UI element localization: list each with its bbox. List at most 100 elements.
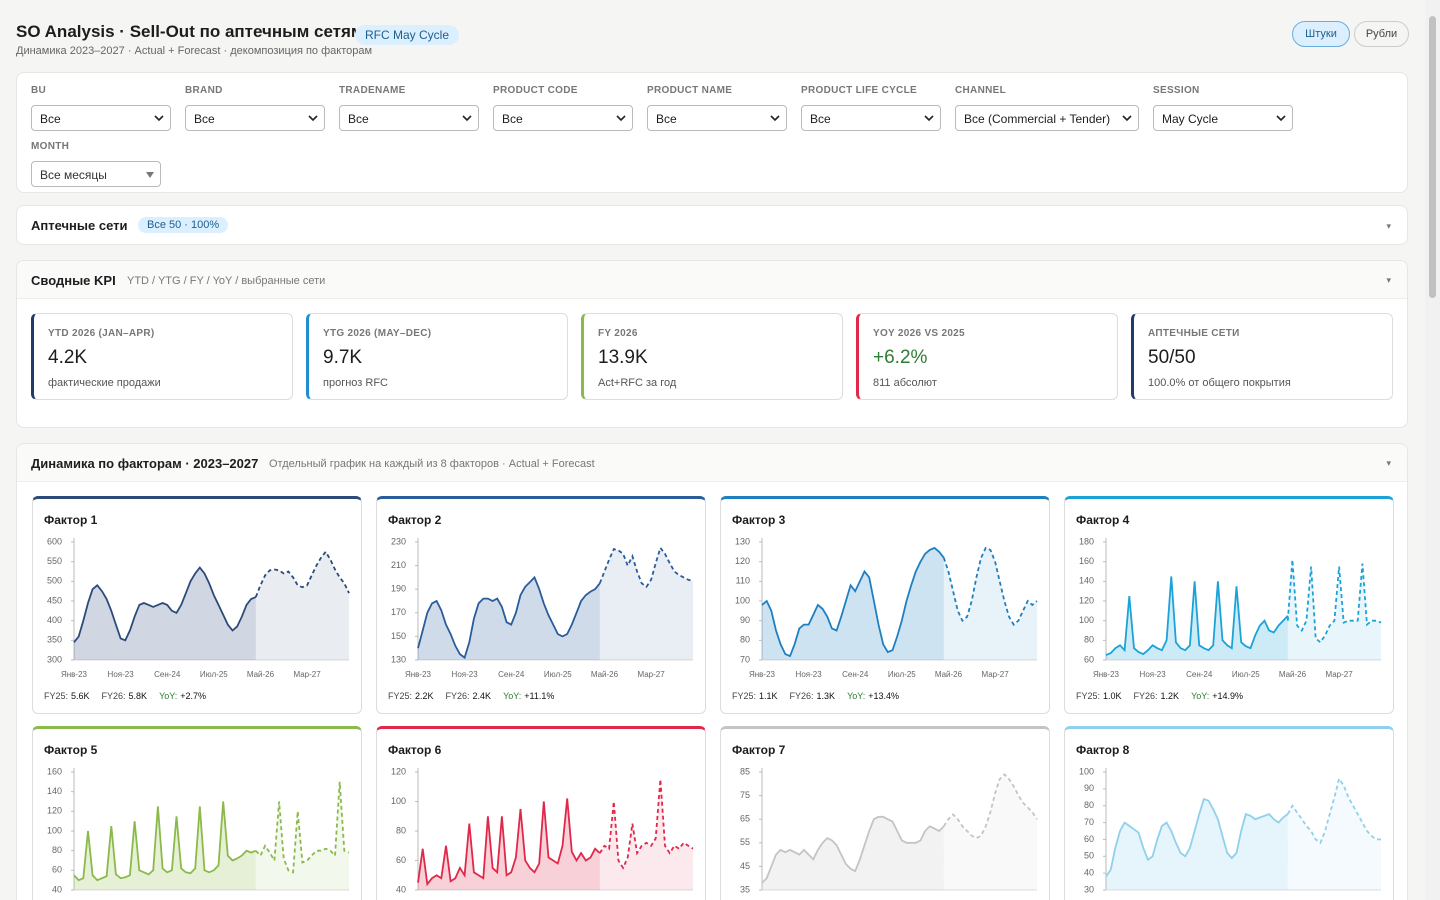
footer-value: +13.4% [868,691,900,701]
filter-select[interactable]: May Cycle [1153,105,1293,131]
area [762,816,944,890]
filter: CHANNEL Все (Commercial + Tender) [955,85,1139,131]
section-subtitle: YTD / YTG / FY / YoY / выбранные сети [127,275,326,287]
footer-value: 1.3K [816,691,836,701]
y-tick-label: 100 [47,825,62,835]
y-tick-label: 80 [1084,800,1094,810]
kpi-value: +6.2% [873,347,928,368]
footer-value: +11.1% [524,691,555,701]
chart-footer: FY25: 1.1K FY26: 1.3K YoY: +13.4% [732,691,899,701]
actual-line [73,566,257,643]
actual-line [761,815,945,884]
y-tick-label: 85 [740,766,750,776]
filter-label: SESSION [1153,85,1200,96]
x-tick-label: Ноя-23 [108,670,135,679]
y-tick-label: 180 [1079,536,1094,546]
footer-value: 5.6K [71,691,90,701]
footer-value: +14.9% [1212,691,1244,701]
y-tick-label: 50 [1084,851,1094,861]
y-tick-label: 45 [740,861,750,871]
y-tick-label: 90 [740,615,750,625]
area [1287,778,1381,890]
area [74,801,256,890]
kpi-card: YTG 2026 (MAY–DEC) 9.7K прогноз RFC [306,313,568,400]
x-tick-label: Янв-23 [1093,670,1120,679]
forecast-line [1287,776,1381,845]
scrollbar[interactable] [1425,0,1440,900]
y-tick-label: 160 [1079,556,1094,566]
section-subtitle: Отдельный график на каждый из 8 факторов… [269,458,595,470]
x-tick-label: Ноя-23 [452,670,479,679]
chart-card: Фактор 7 35 45 55 65 75 85 [720,726,1050,900]
footer-label: YoY: [159,691,178,701]
filter: BU Все [31,85,171,131]
filter: PRODUCT LIFE CYCLE Все [801,85,941,131]
page-title: SO Analysis · Sell-Out по аптечным сетям [16,22,364,41]
area [943,547,1037,660]
collapse-caret[interactable]: ▾ [1386,458,1391,468]
filter-select[interactable]: Все (Commercial + Tender) [955,105,1139,131]
chart-footer: FY25: 1.0K FY26: 1.2K YoY: +14.9% [1076,691,1243,701]
y-tick-label: 550 [47,556,62,566]
area [255,781,349,890]
footer-label: YoY: [847,691,866,701]
collapse-caret[interactable]: ▾ [1386,221,1391,231]
x-tick-label: Мар-27 [981,670,1009,679]
filter-value: Все месяцы [40,168,107,182]
y-tick-label: 300 [47,654,62,664]
y-tick-label: 150 [391,631,406,641]
y-tick-label: 40 [396,884,406,894]
area [418,577,600,660]
x-tick-label: Июл-25 [1232,670,1260,679]
chart-title: Фактор 6 [388,743,442,757]
chart-card: Фактор 8 30 40 50 60 70 80 90 100 [1064,726,1394,900]
filter-select[interactable]: Все [339,105,479,131]
collapse-caret[interactable]: ▾ [1386,275,1391,285]
unit-button[interactable]: Штуки [1292,21,1350,47]
footer-label: YoY: [1191,691,1210,701]
chart: 60 80 100 120 140 160 180 Янв-23 Ноя-23 Сен-24 Июл… [1079,536,1382,679]
chart-title: Фактор 2 [388,513,442,527]
filter-select[interactable]: Все [801,105,941,131]
footer-label: FY26: [101,691,126,701]
kpi-card: АПТЕЧНЫЕ СЕТИ 50/50 100.0% от общего покры… [1131,313,1393,400]
y-tick-label: 500 [47,576,62,586]
footer-value: 2.4K [472,691,492,701]
filter-select[interactable]: Все [493,105,633,131]
x-tick-label: Сен-24 [1186,670,1213,679]
y-tick-label: 190 [391,584,406,594]
filter: MONTH Все месяцы [31,141,161,187]
y-tick-label: 130 [391,654,406,664]
filter-value: Все [810,112,831,126]
y-tick-label: 130 [735,536,750,546]
kpi-value: 9.7K [323,347,363,368]
section-title: Сводные KPI [31,273,116,288]
filter-select[interactable]: Все месяцы [31,161,161,187]
kpi-note: прогноз RFC [323,377,388,389]
filter-select[interactable]: Все [185,105,325,131]
unit-button[interactable]: Рубли [1354,21,1409,47]
area [1106,799,1288,890]
filter-select[interactable]: Все [647,105,787,131]
section-header[interactable]: Сводные KPI YTD / YTG / FY / YoY / выбра… [17,261,1407,299]
filter-select[interactable]: Все [31,105,171,131]
footer-value: 1.2K [1160,691,1180,701]
filter-value: Все [348,112,369,126]
kpi-label: YOY 2026 VS 2025 [873,328,965,339]
filter-value: Все [502,112,523,126]
y-tick-label: 40 [52,884,62,894]
section-header[interactable]: Динамика по факторам · 2023–2027 Отдельн… [17,444,1407,482]
x-tick-label: Май-26 [935,670,963,679]
y-tick-label: 100 [391,796,406,806]
chart-footer: FY25: 2.2K FY26: 2.4K YoY: +11.1% [388,691,554,701]
filter: SESSION May Cycle [1153,85,1293,131]
y-tick-label: 600 [47,536,62,546]
area [255,551,349,660]
filter-value: May Cycle [1162,112,1219,126]
forecast-line [599,779,694,870]
scrollbar-thumb[interactable] [1429,16,1436,298]
networks-section[interactable]: Аптечные сети Все 50 · 100% ▾ [16,205,1408,245]
y-tick-label: 120 [735,556,750,566]
